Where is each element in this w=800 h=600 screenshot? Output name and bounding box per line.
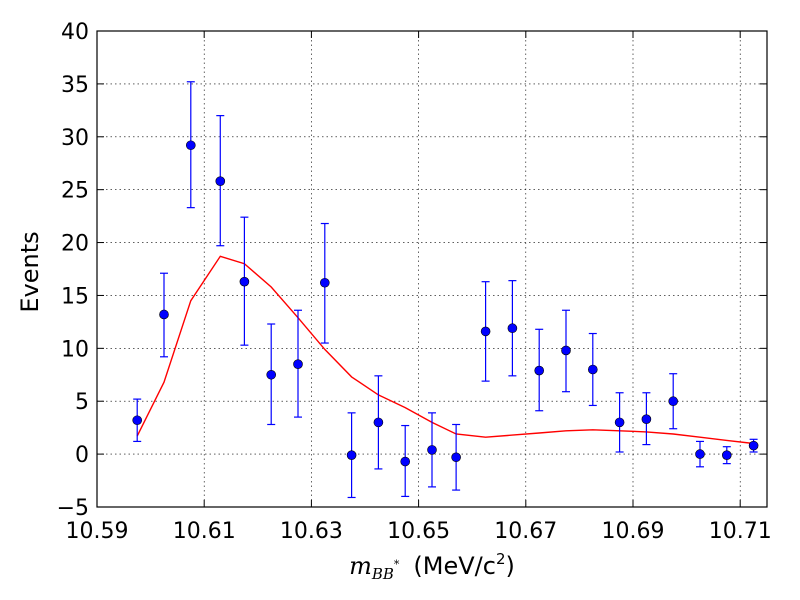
x-tick-label: 10.63 bbox=[280, 519, 343, 544]
data-point bbox=[748, 440, 759, 451]
x-tick-label: 10.59 bbox=[66, 519, 129, 544]
x-axis-label: mBB* (MeV/c2) bbox=[349, 550, 515, 583]
plot-frame bbox=[96, 30, 768, 508]
data-point bbox=[373, 417, 384, 428]
y-tick-label: 35 bbox=[61, 73, 89, 98]
plot-data bbox=[132, 81, 759, 499]
y-axis-label: Events bbox=[16, 231, 44, 312]
data-point bbox=[266, 369, 277, 380]
data-point bbox=[427, 445, 437, 455]
x-tick-label: 10.61 bbox=[173, 519, 236, 544]
data-point bbox=[451, 452, 461, 463]
data-point bbox=[132, 415, 142, 426]
y-tick-label: 20 bbox=[61, 232, 89, 257]
data-point bbox=[695, 449, 705, 459]
x-axis-label-unit-close: ) bbox=[506, 552, 515, 580]
fit-curve bbox=[136, 255, 754, 445]
data-point bbox=[159, 309, 169, 320]
data-point bbox=[239, 276, 250, 287]
x-axis-label-unit-exponent: 2 bbox=[496, 550, 506, 568]
data-point bbox=[215, 176, 226, 187]
x-tick-labels: 10.59 10.61 10.63 10.65 10.67 10.69 10.71 bbox=[66, 519, 772, 544]
y-tick-label: 25 bbox=[61, 179, 89, 204]
grid-lines bbox=[96, 31, 767, 507]
y-tick-label: 30 bbox=[61, 126, 89, 151]
data-point bbox=[721, 450, 732, 460]
x-tick-label: 10.69 bbox=[602, 519, 665, 544]
data-point bbox=[400, 456, 411, 467]
data-point bbox=[641, 414, 652, 425]
x-tick-label: 10.65 bbox=[387, 519, 450, 544]
data-point bbox=[561, 345, 571, 356]
y-tick-label: 0 bbox=[75, 443, 89, 468]
y-tick-label: 10 bbox=[61, 337, 89, 362]
x-tick-label: 10.67 bbox=[494, 519, 557, 544]
y-tick-labels: 40 35 30 25 20 15 10 5 0 −5 bbox=[57, 20, 89, 521]
x-axis-label-symbol: m bbox=[349, 552, 372, 580]
data-point bbox=[293, 359, 303, 370]
x-axis-label-unit: (MeV/c bbox=[413, 552, 496, 580]
data-point bbox=[534, 365, 545, 376]
x-axis-label-superscript: * bbox=[394, 558, 400, 571]
y-tick-label: −5 bbox=[57, 496, 89, 521]
data-point bbox=[668, 396, 679, 407]
data-point bbox=[614, 417, 625, 428]
data-point bbox=[186, 140, 196, 151]
data-point bbox=[507, 323, 518, 334]
data-point bbox=[480, 326, 491, 337]
data-point bbox=[587, 364, 598, 375]
y-tick-label: 5 bbox=[75, 390, 89, 415]
y-tick-label: 15 bbox=[61, 284, 89, 309]
data-point bbox=[319, 277, 330, 288]
data-point bbox=[346, 450, 357, 460]
x-tick-label: 10.71 bbox=[709, 519, 772, 544]
y-tick-label: 40 bbox=[61, 20, 89, 45]
x-axis-label-subscript: BB bbox=[371, 565, 394, 583]
